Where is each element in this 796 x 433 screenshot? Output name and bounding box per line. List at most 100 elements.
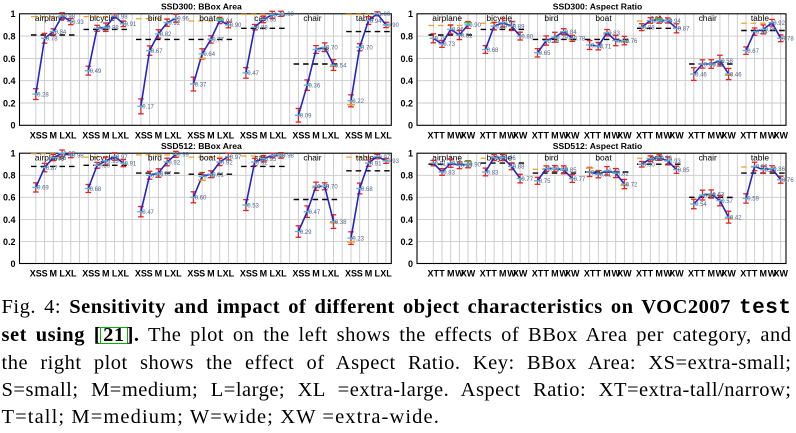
- svg-text:M: M: [603, 130, 611, 140]
- svg-text:0.2: 0.2: [3, 237, 16, 247]
- svg-text:SSD512: BBox Area: SSD512: BBox Area: [161, 141, 242, 151]
- svg-text:0.6: 0.6: [3, 193, 16, 203]
- svg-text:XT: XT: [740, 269, 752, 279]
- svg-text:S: S: [304, 269, 310, 279]
- svg-text:0.65: 0.65: [539, 51, 551, 57]
- svg-text:0.95: 0.95: [652, 157, 664, 163]
- svg-text:T: T: [648, 130, 654, 140]
- svg-text:0.89: 0.89: [513, 24, 525, 30]
- svg-text:0.87: 0.87: [98, 27, 110, 33]
- svg-text:0.89: 0.89: [461, 164, 473, 170]
- svg-text:XL: XL: [328, 269, 340, 279]
- svg-text:0.46: 0.46: [730, 72, 742, 78]
- svg-text:L: L: [269, 269, 275, 279]
- svg-text:0.37: 0.37: [195, 82, 207, 88]
- svg-text:0.54: 0.54: [695, 202, 707, 208]
- svg-text:M: M: [365, 269, 373, 279]
- svg-text:0.95: 0.95: [265, 18, 277, 24]
- svg-text:M: M: [760, 269, 768, 279]
- svg-text:M: M: [102, 269, 110, 279]
- svg-text:XL: XL: [275, 130, 287, 140]
- svg-text:S: S: [42, 130, 48, 140]
- svg-text:0.78: 0.78: [574, 37, 586, 43]
- svg-text:0.75: 0.75: [539, 179, 551, 185]
- svg-text:XT: XT: [428, 269, 440, 279]
- svg-text:0.87: 0.87: [46, 166, 58, 172]
- svg-text:XL: XL: [275, 269, 287, 279]
- svg-text:0.4: 0.4: [400, 76, 413, 86]
- svg-text:0.57: 0.57: [721, 199, 733, 205]
- svg-text:0.76: 0.76: [782, 178, 794, 184]
- svg-text:0.63: 0.63: [713, 192, 725, 198]
- svg-text:L: L: [217, 269, 223, 279]
- svg-text:0.64: 0.64: [203, 52, 215, 58]
- svg-text:0.88: 0.88: [513, 165, 525, 171]
- svg-text:0.90: 0.90: [387, 23, 399, 29]
- svg-text:M: M: [155, 130, 163, 140]
- svg-text:XS: XS: [30, 269, 42, 279]
- svg-text:0.70: 0.70: [317, 185, 329, 191]
- svg-text:XW: XW: [721, 130, 736, 140]
- svg-text:1.00: 1.00: [282, 12, 294, 18]
- svg-text:M: M: [207, 130, 215, 140]
- svg-text:0.91: 0.91: [435, 161, 447, 167]
- svg-text:0.95: 0.95: [265, 157, 277, 163]
- svg-text:T: T: [543, 269, 549, 279]
- svg-text:bicycle: bicycle: [89, 153, 115, 163]
- svg-text:XL: XL: [65, 130, 77, 140]
- svg-text:XW: XW: [721, 269, 736, 279]
- svg-text:0.2: 0.2: [3, 98, 16, 108]
- svg-text:0.93: 0.93: [669, 159, 681, 165]
- svg-text:M: M: [655, 269, 663, 279]
- svg-text:0.81: 0.81: [212, 173, 224, 179]
- svg-text:0: 0: [10, 121, 15, 131]
- svg-text:XW: XW: [461, 269, 476, 279]
- svg-text:0.8: 0.8: [400, 171, 413, 181]
- svg-text:0.84: 0.84: [55, 30, 67, 36]
- svg-text:XT: XT: [740, 130, 752, 140]
- svg-text:L: L: [59, 269, 65, 279]
- svg-text:0.93: 0.93: [72, 20, 84, 26]
- svg-text:T: T: [596, 269, 602, 279]
- svg-text:0.78: 0.78: [435, 37, 447, 43]
- svg-text:table: table: [751, 13, 770, 23]
- svg-text:L: L: [112, 269, 118, 279]
- svg-text:0.67: 0.67: [151, 49, 163, 55]
- svg-text:L: L: [164, 269, 170, 279]
- svg-text:1: 1: [408, 149, 413, 159]
- svg-text:0.89: 0.89: [495, 24, 507, 30]
- svg-text:0.8: 0.8: [3, 171, 16, 181]
- svg-text:0.55: 0.55: [704, 62, 716, 68]
- svg-text:XL: XL: [328, 130, 340, 140]
- svg-text:M: M: [207, 269, 215, 279]
- svg-text:0.93: 0.93: [107, 159, 119, 165]
- svg-text:T: T: [700, 269, 706, 279]
- svg-text:bird: bird: [148, 153, 162, 163]
- svg-text:XW: XW: [669, 269, 684, 279]
- svg-text:0.23: 0.23: [352, 236, 364, 242]
- svg-text:T: T: [439, 269, 445, 279]
- svg-text:0.96: 0.96: [504, 156, 516, 162]
- svg-text:0.80: 0.80: [151, 174, 163, 180]
- svg-text:0.67: 0.67: [747, 49, 759, 55]
- svg-text:0.86: 0.86: [765, 28, 777, 34]
- svg-text:XT: XT: [532, 269, 544, 279]
- svg-text:M: M: [155, 269, 163, 279]
- svg-text:0.91: 0.91: [370, 161, 382, 167]
- svg-text:0.89: 0.89: [98, 164, 110, 170]
- svg-text:0.98: 0.98: [282, 154, 294, 160]
- svg-text:M: M: [760, 130, 768, 140]
- svg-text:0.2: 0.2: [400, 98, 413, 108]
- svg-text:T: T: [752, 269, 758, 279]
- svg-text:XW: XW: [773, 269, 788, 279]
- svg-text:W: W: [664, 269, 673, 279]
- svg-text:0.46: 0.46: [695, 72, 707, 78]
- svg-text:0.17: 0.17: [142, 105, 154, 111]
- svg-text:S: S: [147, 130, 153, 140]
- svg-text:W: W: [664, 130, 673, 140]
- svg-text:bird: bird: [148, 13, 162, 23]
- svg-text:0.86: 0.86: [548, 167, 560, 173]
- svg-text:M: M: [312, 130, 320, 140]
- svg-text:0.47: 0.47: [309, 210, 321, 216]
- svg-text:0.2: 0.2: [400, 237, 413, 247]
